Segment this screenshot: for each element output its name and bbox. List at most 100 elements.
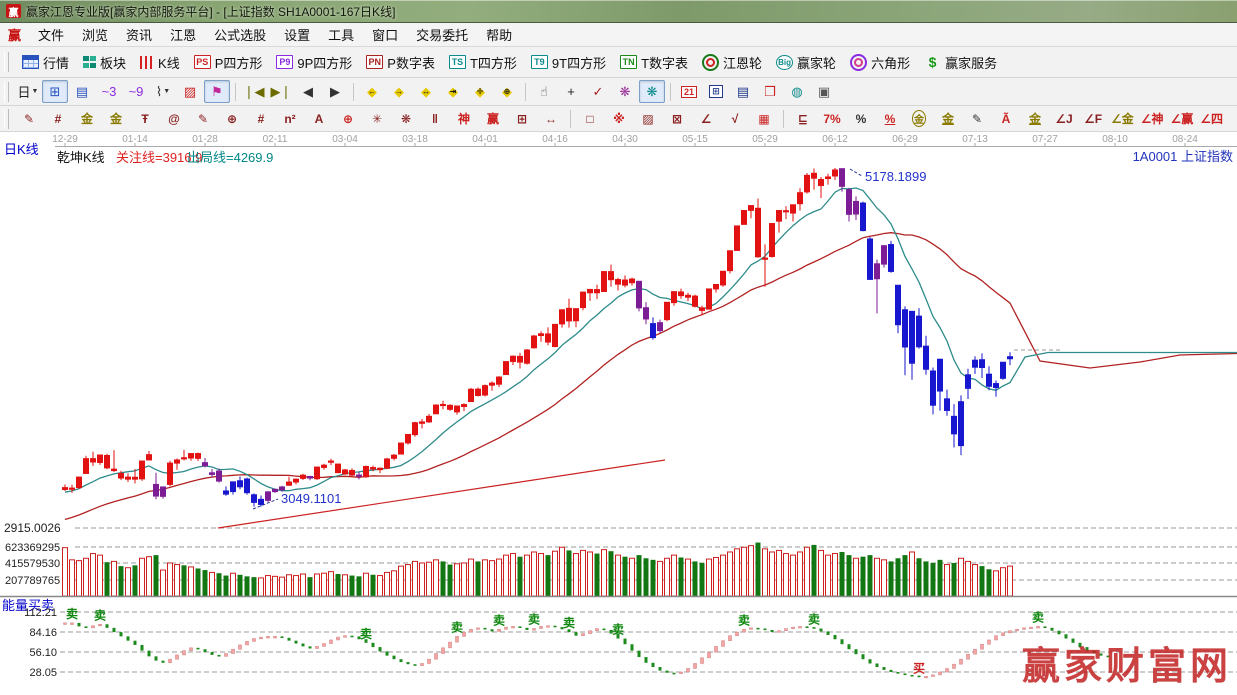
formula-check-button[interactable]: ✓: [585, 80, 611, 103]
angle-line-tool[interactable]: ∠: [692, 108, 720, 129]
shen-angle-tool[interactable]: ∠神: [1138, 108, 1167, 129]
calendar-button[interactable]: 21: [676, 80, 702, 103]
percent-line-tool[interactable]: %: [876, 108, 904, 129]
diamond-plus-button[interactable]: ◆ ⊕: [494, 80, 520, 103]
spiral-tool[interactable]: @: [160, 108, 188, 129]
menu-5[interactable]: 公式选股: [214, 28, 267, 43]
toolbar-grip[interactable]: [4, 108, 9, 129]
nine-p-square-button[interactable]: P9 9P四方形: [270, 51, 358, 74]
menu-8[interactable]: 窗口: [372, 28, 399, 43]
gann-lines-tool[interactable]: #: [44, 108, 72, 129]
info-f10-button[interactable]: ▤: [69, 80, 95, 103]
percent-tool[interactable]: %: [847, 108, 875, 129]
p-number-table-button[interactable]: PN P数字表: [360, 51, 441, 74]
save-button[interactable]: ❒: [757, 80, 783, 103]
grid-tool[interactable]: ▦: [750, 108, 778, 129]
menu-1[interactable]: 文件: [38, 28, 65, 43]
diamond-left-button[interactable]: ◆ ←: [359, 80, 385, 103]
gann-circle-tool[interactable]: ⊕: [218, 108, 246, 129]
arc-tool[interactable]: A: [305, 108, 333, 129]
price-hash-tool[interactable]: #: [247, 108, 275, 129]
print-button[interactable]: ▣: [811, 80, 837, 103]
chart-canvas[interactable]: 12-29 01-14 01-28 02-11 03-04 03-18 04-01 04-16…: [0, 132, 1237, 690]
shen-tool[interactable]: 神: [450, 108, 478, 129]
wave-band-tool[interactable]: Ã: [992, 108, 1020, 129]
candlestick: [629, 278, 635, 284]
spiderweb-tool[interactable]: ❋: [392, 108, 420, 129]
wave3-button[interactable]: ~3: [96, 80, 122, 103]
box-select-tool[interactable]: □: [576, 108, 604, 129]
seven-percent-tool[interactable]: 7%: [818, 108, 846, 129]
diamond-hexpand-button[interactable]: ◆ ↔: [413, 80, 439, 103]
diamond-right-button[interactable]: ◆ →: [386, 80, 412, 103]
f-angle-tool[interactable]: ∠F: [1079, 108, 1107, 129]
ying-angle-tool[interactable]: ∠赢: [1168, 108, 1197, 129]
web-button[interactable]: ◍: [784, 80, 810, 103]
prev-bar-button[interactable]: ◀: [295, 80, 321, 103]
menu-10[interactable]: 帮助: [486, 28, 513, 43]
hand-tool-button[interactable]: ☝: [531, 80, 557, 103]
analysis-net-button[interactable]: ❋: [612, 80, 638, 103]
sectors-button[interactable]: 板块: [77, 51, 132, 74]
kline-button[interactable]: K线: [134, 51, 186, 74]
scale-tool[interactable]: ⊑: [789, 108, 817, 129]
title-bar[interactable]: 赢 赢家江恩专业版[赢家内部服务平台] - [上证指数 SH1A0001-167…: [0, 0, 1237, 23]
hexagon-button[interactable]: 六角形: [844, 51, 916, 74]
toolbar-grip[interactable]: [4, 52, 9, 72]
ray-fan-tool[interactable]: ※: [605, 108, 633, 129]
menu-3[interactable]: 资讯: [126, 28, 153, 43]
gold-section2-tool[interactable]: 金: [102, 108, 130, 129]
diamond-cross-button[interactable]: ◆ ✛: [467, 80, 493, 103]
first-bar-button[interactable]: ❘◀: [241, 80, 267, 103]
pattern-box-tool[interactable]: ▨: [634, 108, 662, 129]
gann-wheel-button[interactable]: 江恩轮: [696, 51, 768, 74]
gold-band-tool[interactable]: 金: [1021, 108, 1049, 129]
web-box-tool[interactable]: ⊠: [663, 108, 691, 129]
menu-2[interactable]: 浏览: [82, 28, 109, 43]
web-tool-icon: ✳: [371, 111, 383, 126]
check-tool[interactable]: √: [721, 108, 749, 129]
gold-line-tool[interactable]: 金: [934, 108, 962, 129]
knife-tool[interactable]: ✎: [15, 108, 43, 129]
p-square-button[interactable]: PS P四方形: [188, 51, 269, 74]
four-angle-tool[interactable]: ∠四: [1197, 108, 1226, 129]
flag-button[interactable]: ⚑: [204, 80, 230, 103]
measure-tool[interactable]: ↔: [537, 108, 565, 129]
ying-tool[interactable]: 赢: [479, 108, 507, 129]
gold-angle-tool[interactable]: ∠金: [1108, 108, 1137, 129]
web-tool[interactable]: ✳: [363, 108, 391, 129]
menu-6[interactable]: 设置: [284, 28, 311, 43]
diamond-compress-button[interactable]: ◆ ⇥: [440, 80, 466, 103]
notes-button[interactable]: ▤: [730, 80, 756, 103]
quotes-button[interactable]: 行情: [16, 51, 75, 74]
toolbar-grip[interactable]: [4, 81, 9, 102]
last-bar-button[interactable]: ▶❘: [268, 80, 294, 103]
f-line-tool[interactable]: Ŧ: [131, 108, 159, 129]
square-nine-tool[interactable]: n²: [276, 108, 304, 129]
winner-wheel-button[interactable]: Big 赢家轮: [770, 51, 842, 74]
analysis-brain-button[interactable]: ❋: [639, 80, 665, 103]
time-mark-tool[interactable]: ‖: [421, 108, 449, 129]
menu-7[interactable]: 工具: [328, 28, 355, 43]
pattern-button[interactable]: ▨: [177, 80, 203, 103]
grid-chart-button[interactable]: ⊞: [42, 80, 68, 103]
j-angle-tool[interactable]: ∠J: [1050, 108, 1078, 129]
calculator-button[interactable]: ⊞: [703, 80, 729, 103]
grid-number-tool[interactable]: ⊞: [508, 108, 536, 129]
candle-style-button[interactable]: ⌇ ▼: [150, 80, 176, 103]
t-square-button[interactable]: TS T四方形: [443, 51, 523, 74]
menu-4[interactable]: 江恩: [170, 28, 197, 43]
winner-service-button[interactable]: $ 赢家服务: [918, 51, 1003, 74]
target-tool[interactable]: ⊕: [334, 108, 362, 129]
gold-section-tool[interactable]: 金: [73, 108, 101, 129]
t-number-table-button[interactable]: TN T数字表: [614, 51, 694, 74]
next-bar-button[interactable]: ▶: [322, 80, 348, 103]
brush-tool[interactable]: ✎: [963, 108, 991, 129]
period-day-button[interactable]: 日 ▼: [15, 80, 41, 103]
knife2-tool[interactable]: ✎: [189, 108, 217, 129]
crosshair-button[interactable]: +: [558, 80, 584, 103]
menu-9[interactable]: 交易委托: [416, 28, 469, 43]
gold-circle-tool[interactable]: 金: [905, 108, 933, 129]
nine-t-square-button[interactable]: T9 9T四方形: [525, 51, 612, 74]
wave9-button[interactable]: ~9: [123, 80, 149, 103]
